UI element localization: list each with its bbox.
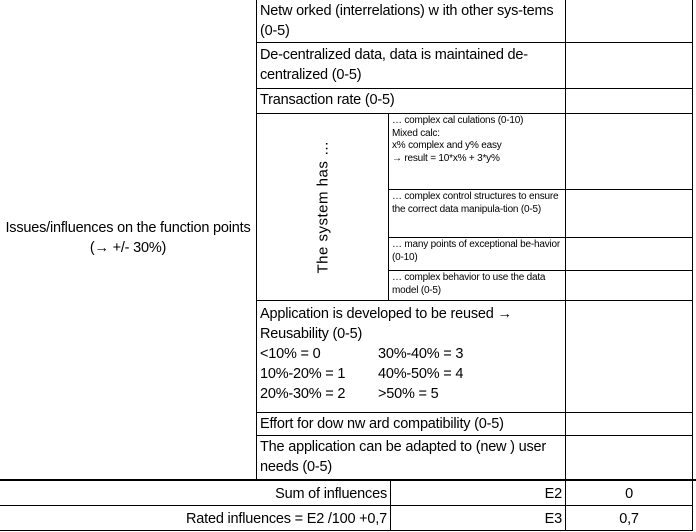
sum-value[interactable]: 0 [565,480,693,506]
row-networked[interactable]: Netw orked (interrelations) w ith other … [256,0,566,43]
item-text: Mixed calc: [392,127,440,139]
row-decentralized[interactable]: De-centralized data, data is maintained … [256,42,566,89]
scale-item: 40%-50% = 4 [378,366,464,382]
row-adaptability[interactable]: The application can be adapted to (new )… [256,435,566,480]
value-transaction-rate[interactable] [565,88,693,114]
value-control-structures[interactable] [565,189,693,238]
value-data-model[interactable] [565,270,693,301]
item-text: x% complex and y% easy [392,140,502,151]
sum-cell-ref: E2 [390,480,566,506]
scale-item: <10% = 0 [260,346,321,362]
item-data-model[interactable]: … complex behavior to use the data model… [388,270,566,301]
value-exceptional-behavior[interactable] [565,237,693,271]
value-adaptability[interactable] [565,435,693,480]
value-downward-compatibility[interactable] [565,412,693,436]
row-reusability[interactable]: Application is developed to be reused → … [256,300,566,413]
item-text: … complex cal culations (0-10) [392,115,524,126]
reusability-title: Application is developed to be reused → … [260,306,512,342]
value-reusability[interactable] [565,300,693,413]
rated-value[interactable]: 0,7 [565,505,693,531]
rated-label: Rated influences = E2 /100 +0,7 [0,505,391,531]
item-exceptional-behavior[interactable]: … many points of exceptional be-havior (… [388,237,566,271]
issues-label-cell[interactable]: Issues/influences on the function points… [0,0,257,480]
item-text: → result = 10*x% + 3*y% [392,152,500,164]
value-networked[interactable] [565,0,693,43]
system-has-label: The system has … [314,140,331,274]
row-downward-compatibility[interactable]: Effort for dow nw ard compatibility (0-5… [256,412,566,436]
reusability-scale: <10% = 0 30%-40% = 3 10%-20% = 1 40%-50% =… [260,344,562,404]
row-transaction-rate[interactable]: Transaction rate (0-5) [256,88,566,114]
scale-item: 30%-40% = 3 [378,346,464,362]
sum-label: Sum of influences [0,480,391,506]
item-control-structures[interactable]: … complex control structures to ensure t… [388,189,566,238]
issues-label: Issues/influences on the function points… [5,220,251,256]
scale-item: 10%-20% = 1 [260,366,346,382]
rated-cell-ref: E3 [390,505,566,531]
system-has-cell[interactable]: The system has … [256,113,389,301]
value-decentralized[interactable] [565,42,693,89]
scale-item: 20%-30% = 2 [260,386,346,402]
scale-item: >50% = 5 [378,386,439,402]
value-complex-calculations[interactable] [565,113,693,190]
item-complex-calculations[interactable]: … complex cal culations (0-10) Mixed cal… [388,113,566,190]
